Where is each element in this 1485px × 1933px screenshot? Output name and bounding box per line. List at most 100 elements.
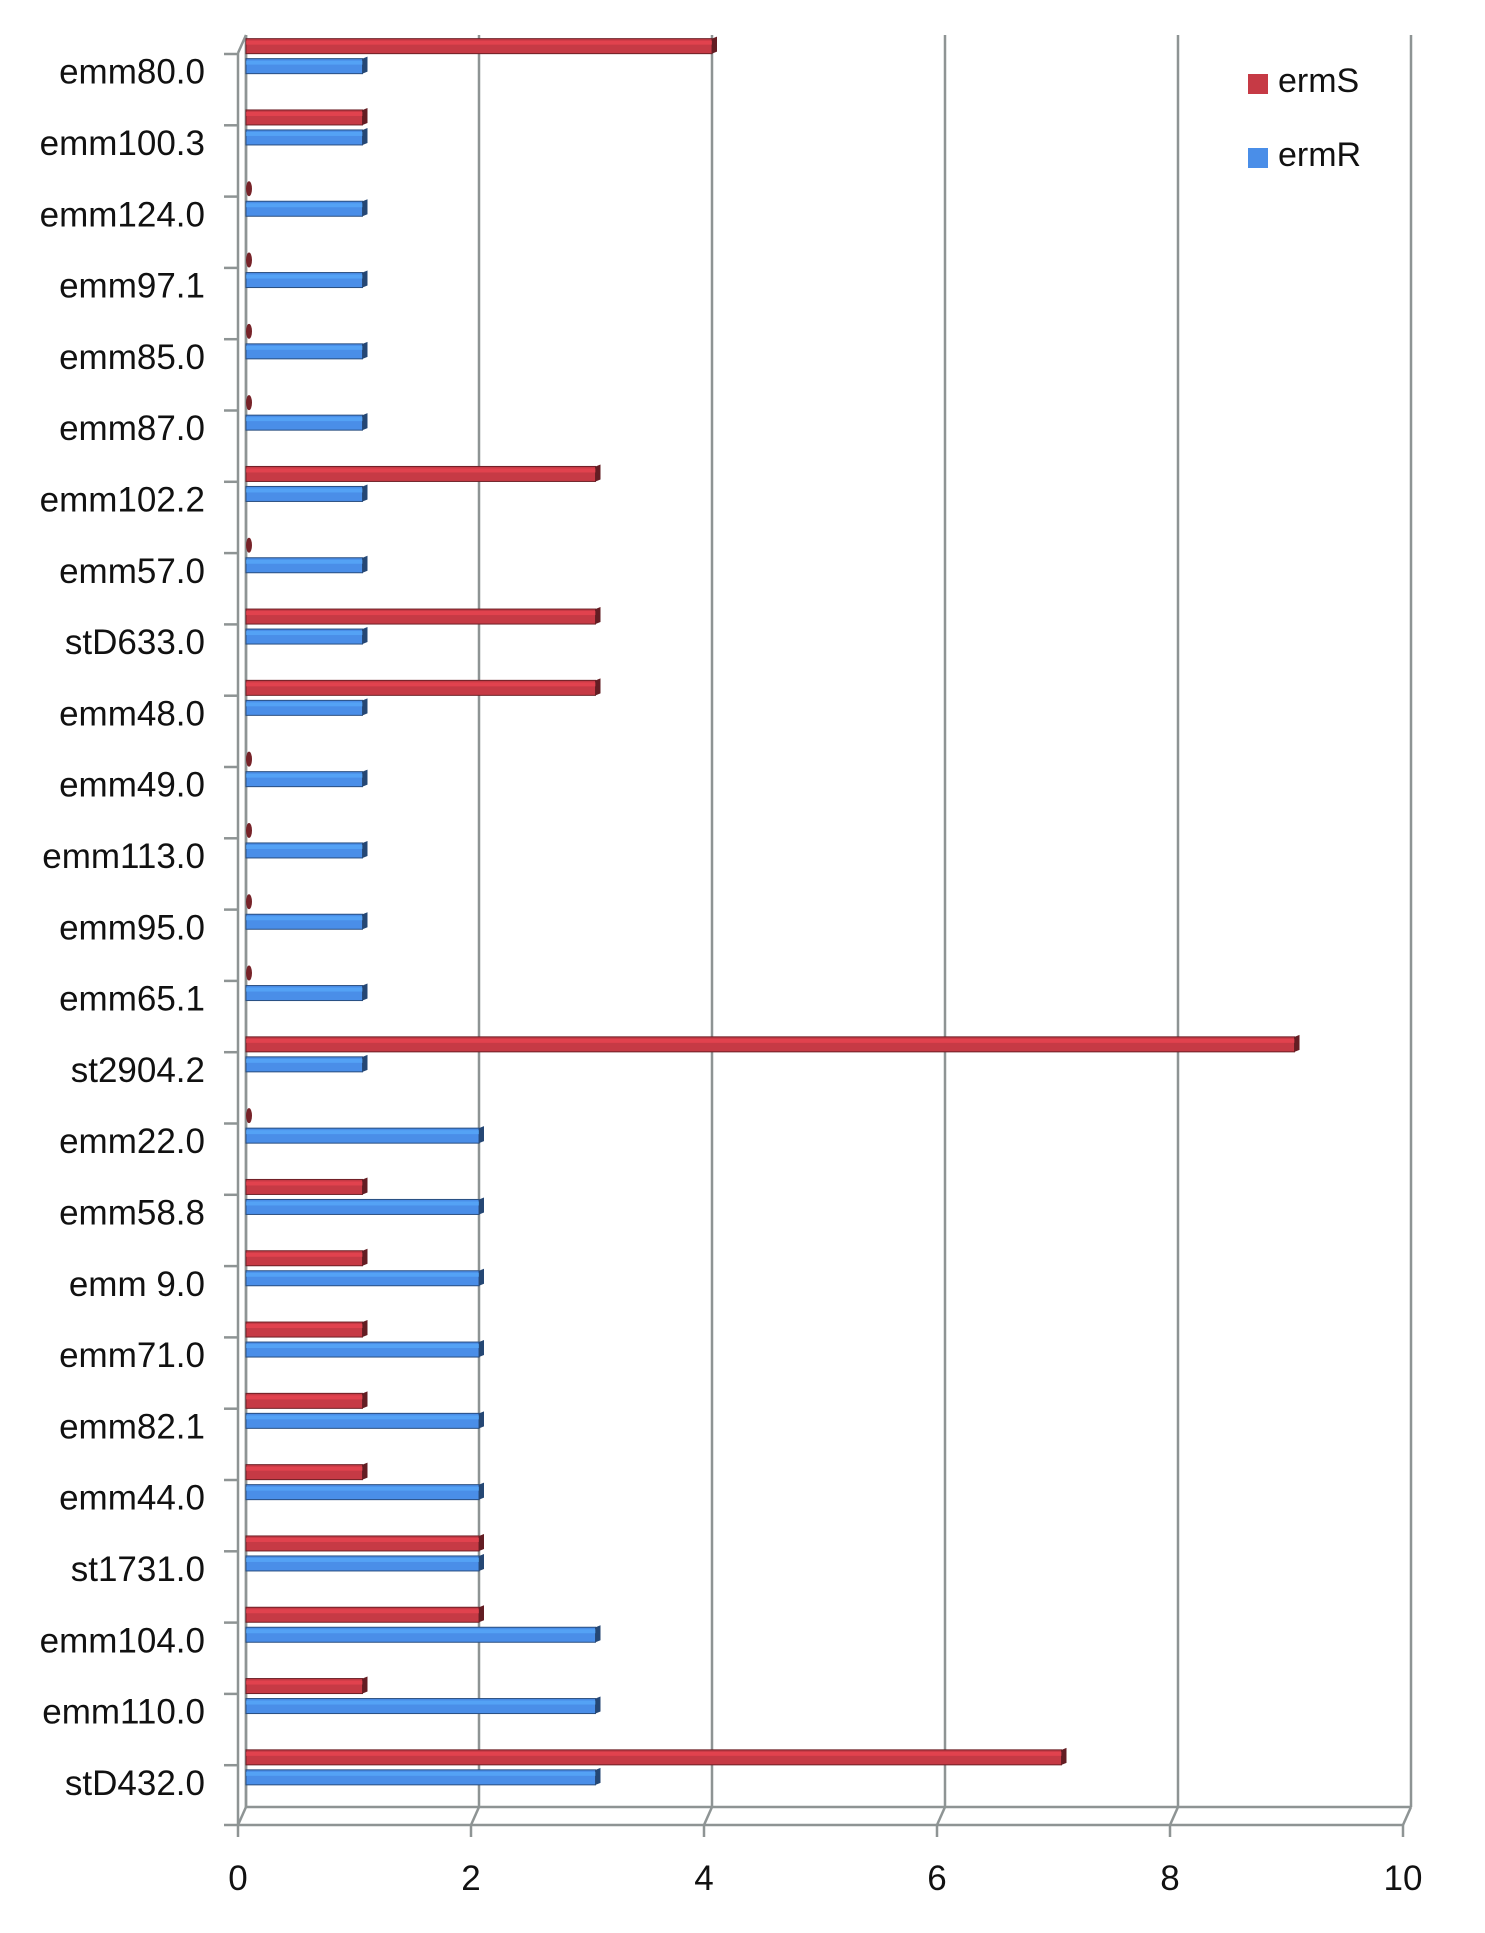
category-label-4: emm85.0: [59, 338, 205, 377]
category-label-24: stD432.0: [65, 1764, 205, 1803]
bar-end-ermR-3: [362, 270, 368, 288]
bar-end-ermR-10: [362, 769, 368, 787]
bar-highlight-ermR-15: [246, 1130, 479, 1135]
x-tick-label-4: 8: [1160, 1859, 1179, 1898]
bar-highlight-ermS-23: [246, 1680, 363, 1685]
bar-highlight-ermR-17: [246, 1272, 479, 1277]
bar-highlight-ermR-19: [246, 1415, 479, 1420]
category-label-23: emm110.0: [42, 1693, 205, 1732]
grid-depth-1: [469, 1806, 481, 1826]
category-label-9: emm48.0: [59, 694, 205, 733]
category-label-5: emm87.0: [59, 409, 205, 448]
bar-ermS-10: [246, 751, 252, 767]
bar-highlight-ermS-24: [246, 1751, 1062, 1756]
bar-end-ermR-0: [362, 56, 368, 74]
category-label-2: emm124.0: [40, 195, 205, 234]
category-label-16: emm58.8: [59, 1193, 205, 1232]
x-tick-label-1: 2: [461, 1859, 480, 1898]
bar-highlight-ermR-21: [246, 1557, 479, 1562]
bar-end-ermR-17: [479, 1268, 484, 1286]
bar-ermS-5: [246, 395, 252, 411]
bar-highlight-ermR-5: [246, 417, 363, 422]
bar-end-ermR-18: [479, 1340, 484, 1358]
x-tick-label-5: 10: [1384, 1859, 1423, 1898]
bar-end-ermS-24: [1061, 1747, 1067, 1765]
bar-highlight-ermS-18: [246, 1324, 363, 1329]
bar-ermS-15: [246, 1108, 252, 1124]
bar-highlight-ermS-6: [246, 468, 596, 473]
bar-highlight-ermR-0: [246, 60, 363, 65]
category-label-8: stD633.0: [65, 623, 205, 662]
category-label-7: emm57.0: [59, 552, 205, 591]
bar-end-ermR-19: [479, 1411, 484, 1429]
bar-end-ermR-20: [479, 1482, 484, 1500]
bar-highlight-ermR-16: [246, 1201, 479, 1206]
bar-highlight-ermS-8: [246, 611, 596, 616]
category-label-17: emm 9.0: [69, 1265, 205, 1304]
bar-highlight-ermR-1: [246, 131, 363, 136]
bar-ermS-2: [246, 181, 252, 197]
bar-end-ermS-23: [362, 1676, 368, 1694]
bar-end-ermR-7: [362, 555, 368, 573]
bar-end-ermR-12: [362, 912, 368, 930]
bar-highlight-ermR-24: [246, 1771, 596, 1776]
bar-highlight-ermR-9: [246, 702, 363, 707]
bar-end-ermS-6: [595, 464, 601, 482]
bar-highlight-ermS-9: [246, 682, 596, 687]
legend-label-ermR: ermR: [1278, 136, 1361, 174]
bar-end-ermR-4: [362, 341, 368, 359]
bar-highlight-ermS-1: [246, 111, 363, 116]
bar-end-ermR-24: [595, 1767, 601, 1785]
bar-highlight-ermS-16: [246, 1181, 363, 1186]
bar-ermS-4: [246, 323, 252, 339]
legend-label-ermS: ermS: [1278, 62, 1359, 100]
bar-end-ermS-17: [362, 1248, 368, 1266]
category-label-13: emm65.1: [59, 980, 205, 1019]
bar-end-ermS-20: [362, 1462, 368, 1480]
bar-end-ermR-8: [362, 627, 368, 645]
bar-end-ermR-13: [362, 983, 368, 1001]
bar-end-ermS-19: [362, 1391, 368, 1409]
bar-end-ermS-1: [362, 107, 368, 125]
bar-end-ermR-15: [479, 1126, 484, 1144]
bar-highlight-ermR-11: [246, 844, 363, 849]
bar-highlight-ermR-13: [246, 987, 363, 992]
category-label-21: st1731.0: [71, 1550, 205, 1589]
category-label-1: emm100.3: [40, 124, 205, 163]
x-tick-label-3: 6: [927, 1859, 946, 1898]
bar-ermS-13: [246, 965, 252, 981]
bar-highlight-ermR-12: [246, 916, 363, 921]
bar-highlight-ermR-3: [246, 274, 363, 279]
bar-end-ermR-22: [595, 1625, 601, 1643]
bar-highlight-ermS-14: [246, 1038, 1295, 1043]
bar-highlight-ermR-10: [246, 773, 363, 778]
bar-highlight-ermR-23: [246, 1700, 596, 1705]
category-label-15: emm22.0: [59, 1122, 205, 1161]
legend-swatch-ermS: [1248, 74, 1268, 94]
bar-ermS-12: [246, 894, 252, 910]
bar-end-ermR-5: [362, 413, 368, 431]
category-label-11: emm113.0: [42, 837, 205, 876]
bar-end-ermR-16: [479, 1197, 484, 1215]
bar-highlight-ermS-20: [246, 1466, 363, 1471]
category-label-20: emm44.0: [59, 1479, 205, 1518]
bar-end-ermS-8: [595, 607, 601, 625]
grid-depth-3: [935, 1806, 947, 1826]
grid-depth-5: [1401, 1806, 1413, 1826]
grid-depth-0: [236, 1806, 248, 1826]
bar-highlight-ermR-14: [246, 1058, 363, 1063]
bar-highlight-ermS-19: [246, 1395, 363, 1400]
bar-end-ermS-9: [595, 678, 601, 696]
category-label-6: emm102.2: [40, 480, 205, 519]
category-label-18: emm71.0: [59, 1336, 205, 1375]
bar-highlight-ermR-22: [246, 1629, 596, 1634]
x-tick-label-2: 4: [694, 1859, 713, 1898]
category-label-14: st2904.2: [71, 1051, 205, 1090]
bar-end-ermR-11: [362, 840, 368, 858]
legend-swatch-ermR: [1248, 148, 1268, 168]
x-tick-label-0: 0: [228, 1859, 247, 1898]
category-label-0: emm80.0: [59, 53, 205, 92]
category-label-22: emm104.0: [40, 1621, 205, 1660]
bar-highlight-ermS-0: [246, 40, 712, 45]
